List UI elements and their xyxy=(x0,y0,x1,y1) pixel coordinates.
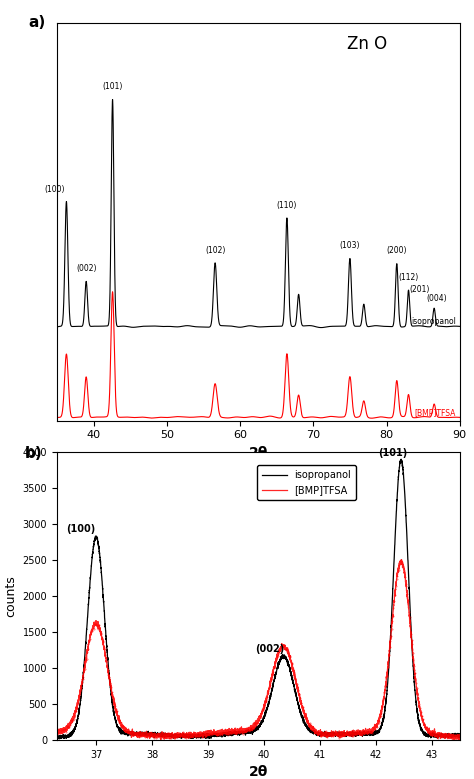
[BMP]TFSA xyxy=(208,729,214,738)
Text: (002): (002) xyxy=(255,643,284,654)
[BMP]TFSA xyxy=(296,686,301,696)
Text: (100): (100) xyxy=(66,524,95,534)
Text: (201): (201) xyxy=(410,284,429,294)
Text: b): b) xyxy=(25,446,42,461)
isopropanol xyxy=(54,732,60,742)
isopropanol xyxy=(385,671,391,681)
[BMP]TFSA xyxy=(316,730,322,739)
Text: (002): (002) xyxy=(76,264,96,273)
Text: (102): (102) xyxy=(205,246,225,255)
Text: (101): (101) xyxy=(378,448,407,457)
Text: [BMP]TFSA: [BMP]TFSA xyxy=(415,408,456,418)
Text: (101): (101) xyxy=(102,83,123,91)
isopropanol xyxy=(316,729,322,738)
Y-axis label: counts: counts xyxy=(4,575,17,617)
Text: a): a) xyxy=(28,16,46,30)
Text: (004): (004) xyxy=(426,294,447,302)
isopropanol xyxy=(355,730,360,739)
Text: (112): (112) xyxy=(398,273,419,282)
Text: (110): (110) xyxy=(277,200,297,210)
Line: [BMP]TFSA: [BMP]TFSA xyxy=(57,559,460,740)
isopropanol xyxy=(398,454,404,464)
isopropanol xyxy=(296,700,301,710)
Line: isopropanol: isopropanol xyxy=(57,459,460,739)
isopropanol xyxy=(208,731,214,740)
Text: Zn O: Zn O xyxy=(347,35,387,53)
[BMP]TFSA xyxy=(385,658,391,668)
isopropanol xyxy=(457,731,463,740)
Text: (100): (100) xyxy=(45,185,65,194)
[BMP]TFSA xyxy=(451,735,456,745)
[BMP]TFSA xyxy=(399,555,404,564)
[BMP]TFSA xyxy=(127,730,133,739)
isopropanol xyxy=(56,735,62,744)
[BMP]TFSA xyxy=(355,730,360,739)
Legend: isopropanol, [BMP]TFSA: isopropanol, [BMP]TFSA xyxy=(257,465,356,500)
[BMP]TFSA xyxy=(54,728,60,737)
Text: (103): (103) xyxy=(340,241,360,250)
isopropanol xyxy=(128,730,133,739)
X-axis label: 2θ: 2θ xyxy=(249,446,268,460)
X-axis label: 2θ: 2θ xyxy=(249,765,268,779)
Text: (200): (200) xyxy=(386,246,407,255)
[BMP]TFSA xyxy=(457,735,463,744)
Text: isopropanol: isopropanol xyxy=(411,318,456,326)
